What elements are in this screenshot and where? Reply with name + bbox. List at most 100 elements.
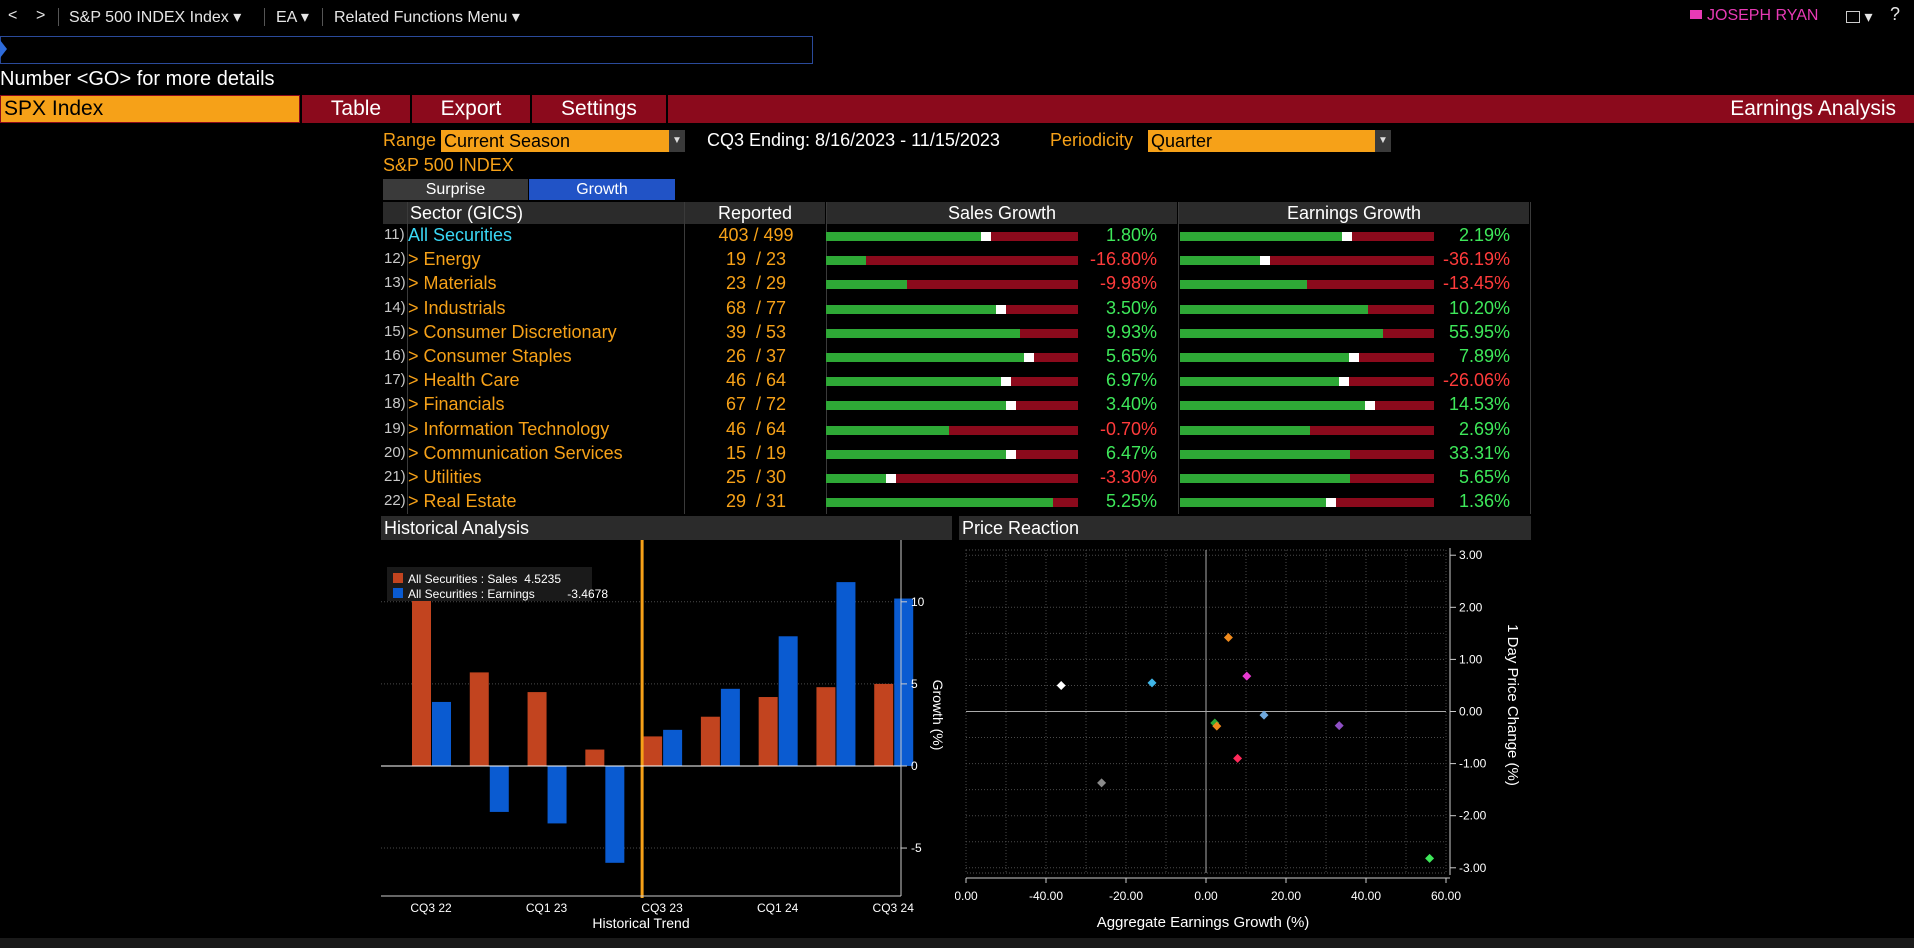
- range-select[interactable]: Current Season ▼: [441, 130, 685, 152]
- table-row[interactable]: 13) > Materials 23 / 29 -9.98% -13.45%: [381, 272, 1531, 296]
- sales-growth-fill: [826, 304, 998, 314]
- sector-name[interactable]: > Financials: [408, 394, 505, 415]
- historical-analysis-title: Historical Analysis: [381, 516, 952, 540]
- window-options-menu[interactable]: ▾: [1846, 7, 1872, 27]
- sector-name[interactable]: All Securities: [408, 225, 513, 245]
- y-tick-label: -1.00: [1459, 757, 1487, 771]
- sales-growth-bar: [826, 401, 1078, 411]
- sector-name[interactable]: > Real Estate: [408, 491, 517, 512]
- sector-point: [1259, 710, 1269, 720]
- command-line-input[interactable]: [0, 36, 813, 64]
- row-number: 16): [384, 347, 406, 364]
- earnings-growth-bar: [1180, 377, 1434, 387]
- sector-name[interactable]: > Energy: [408, 249, 481, 270]
- sales-growth-fill: [826, 377, 1005, 387]
- table-row[interactable]: 22) > Real Estate 29 / 31 5.25% 1.36%: [381, 490, 1531, 514]
- table-row[interactable]: 21) > Utilities 25 / 30 -3.30% 5.65%: [381, 466, 1531, 490]
- sector-name[interactable]: > Health Care: [408, 370, 520, 391]
- x-tick-label: CQ3 22: [410, 901, 452, 915]
- table-row[interactable]: 17) > Health Care 46 / 64 6.97% -26.06%: [381, 369, 1531, 393]
- sales-growth-bar: [826, 425, 1078, 435]
- reported-count: 29 / 31: [725, 491, 787, 512]
- chevron-down-icon: ▾: [300, 9, 309, 26]
- export-button[interactable]: Export: [440, 97, 502, 120]
- sector-name[interactable]: > Communication Services: [408, 442, 623, 463]
- historical-xlabel: Historical Trend: [592, 915, 689, 931]
- column-divider: [1530, 202, 1531, 514]
- sales-growth-bar: [826, 377, 1078, 387]
- sales-growth-fill: [826, 474, 889, 483]
- reported-count: 46 / 64: [725, 418, 787, 439]
- sales-growth-bar: [826, 474, 1078, 483]
- sector-point: [1212, 721, 1222, 731]
- row-number: 13): [384, 274, 406, 292]
- periodicity-select[interactable]: Quarter ▼: [1148, 130, 1391, 152]
- earnings-growth-fill: [1180, 328, 1384, 338]
- table-row[interactable]: 15) > Consumer Discretionary 39 / 53 9.93% 5…: [381, 321, 1531, 345]
- y-tick-label: 0.00: [1459, 705, 1483, 719]
- sector-point: [1334, 721, 1344, 731]
- x-tick-label: 60.00: [1431, 889, 1461, 903]
- estimate-marker: [996, 304, 1007, 314]
- growth-tab[interactable]: Growth: [529, 179, 675, 200]
- sector-name[interactable]: > Industrials: [408, 297, 506, 318]
- security-menu[interactable]: S&P 500 INDEX Index ▾: [69, 7, 241, 27]
- table-row[interactable]: 20) > Communication Services 15 / 19 6.47% 3…: [381, 442, 1531, 466]
- earnings-growth-bar: [1180, 280, 1434, 290]
- back-button[interactable]: <: [8, 7, 18, 24]
- reported-count: 403 / 499: [718, 225, 794, 245]
- table-row[interactable]: 19) > Information Technology 46 / 64 -0.70%…: [381, 418, 1531, 442]
- security-field[interactable]: SPX Index: [1, 96, 299, 122]
- sales-bar: [758, 697, 778, 766]
- row-number: 20): [384, 443, 406, 461]
- sector-name[interactable]: > Consumer Staples: [408, 346, 572, 366]
- sales-growth-bar: [826, 328, 1078, 338]
- reported-count: 68 / 77: [725, 297, 787, 318]
- earnings-growth-value: 55.95%: [1448, 321, 1510, 342]
- estimate-marker: [1001, 377, 1012, 387]
- earnings-growth-header[interactable]: Earnings Growth: [1179, 202, 1529, 224]
- forward-button[interactable]: >: [36, 7, 46, 24]
- function-menu[interactable]: EA ▾: [276, 7, 309, 27]
- table-row[interactable]: 14) > Industrials 68 / 77 3.50% 10.20%: [381, 297, 1531, 321]
- estimate-marker: [1326, 498, 1337, 508]
- row-number-header: [383, 202, 407, 224]
- earnings-growth-bar: [1180, 328, 1434, 338]
- reported-header[interactable]: Reported: [685, 202, 825, 224]
- related-functions-menu[interactable]: Related Functions Menu ▾: [334, 7, 520, 27]
- sales-growth-header[interactable]: Sales Growth: [827, 202, 1177, 224]
- user-menu[interactable]: JOSEPH RYAN: [1690, 7, 1818, 25]
- earnings-growth-value: 10.20%: [1448, 297, 1510, 318]
- sector-name[interactable]: > Consumer Discretionary: [408, 321, 617, 342]
- earnings-growth-bar: [1180, 449, 1434, 459]
- help-icon[interactable]: ?: [1890, 4, 1901, 24]
- table-row[interactable]: 11) All Securities 403 / 499 1.80% 2.19%: [381, 224, 1531, 248]
- earnings-bar: [836, 582, 856, 766]
- sector-point: [1425, 853, 1435, 863]
- sector-name[interactable]: > Utilities: [408, 467, 482, 487]
- screen-title: Earnings Analysis: [1730, 97, 1896, 120]
- table-button[interactable]: Table: [330, 97, 382, 120]
- earnings-bar: [778, 636, 798, 766]
- price-reaction-title: Price Reaction: [959, 516, 1531, 540]
- estimate-marker: [1260, 256, 1271, 266]
- legend-label-earnings: All Securities : Earnings: [408, 587, 535, 601]
- surprise-tab[interactable]: Surprise: [383, 179, 528, 200]
- x-tick-label: 0.00: [1194, 889, 1218, 903]
- sales-growth-fill: [826, 280, 907, 290]
- sales-growth-bar: [826, 353, 1078, 362]
- x-tick-label: CQ3 24: [873, 901, 915, 915]
- table-row[interactable]: 16) > Consumer Staples 26 / 37 5.65% 7.89%: [381, 345, 1531, 369]
- chevron-down-icon: ▾: [511, 9, 520, 26]
- table-row[interactable]: 12) > Energy 19 / 23 -16.80% -36.19%: [381, 248, 1531, 272]
- sector-name[interactable]: > Materials: [408, 273, 497, 294]
- sector-header[interactable]: Sector (GICS): [408, 202, 684, 224]
- estimate-marker: [1006, 449, 1017, 459]
- table-row[interactable]: 18) > Financials 67 / 72 3.40% 14.53%: [381, 393, 1531, 417]
- earnings-growth-bar: [1180, 304, 1434, 314]
- earnings-growth-value: 14.53%: [1448, 394, 1510, 415]
- sector-name[interactable]: > Information Technology: [408, 418, 610, 439]
- function-bar: [0, 95, 1914, 123]
- settings-button[interactable]: Settings: [561, 97, 637, 120]
- toolbar-divider: [264, 8, 265, 26]
